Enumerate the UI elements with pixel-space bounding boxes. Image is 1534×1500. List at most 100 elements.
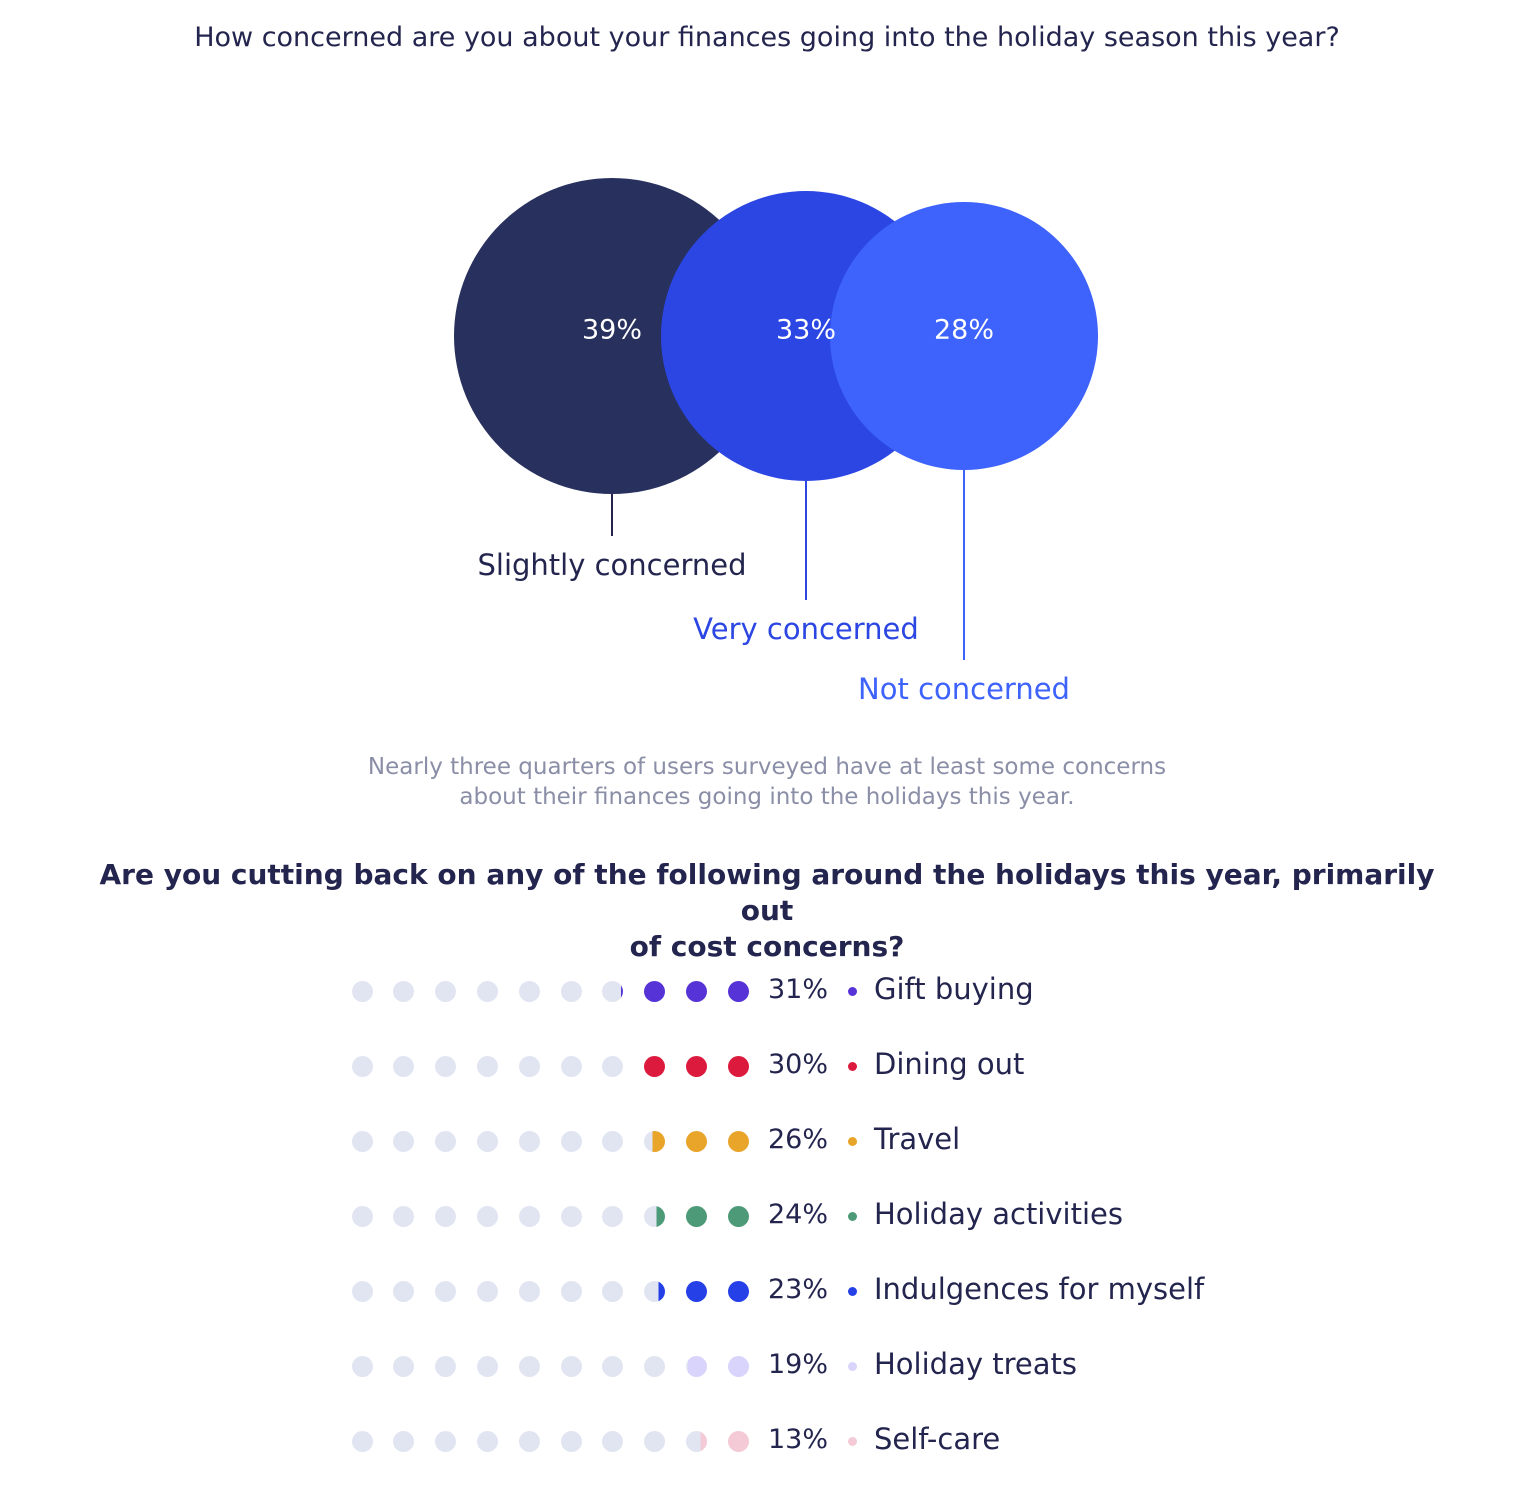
data-dot bbox=[393, 1205, 415, 1227]
data-dot bbox=[685, 1130, 707, 1152]
data-dot bbox=[685, 1430, 707, 1452]
data-dot bbox=[602, 1130, 624, 1152]
bubble-value-label: 28% bbox=[933, 314, 995, 346]
caption-line-1: Nearly three quarters of users surveyed … bbox=[367, 754, 1167, 780]
row-percent-label: 19% bbox=[767, 1349, 828, 1380]
data-dot bbox=[393, 1355, 415, 1377]
data-dot bbox=[393, 980, 415, 1002]
data-dot bbox=[435, 1205, 457, 1227]
data-dot bbox=[560, 1355, 582, 1377]
data-dot bbox=[351, 980, 373, 1002]
data-dot bbox=[602, 1055, 624, 1077]
data-dot bbox=[602, 980, 624, 1002]
data-dot bbox=[393, 1280, 415, 1302]
data-dot bbox=[727, 1055, 749, 1077]
caption-line-2: about their finances going into the holi… bbox=[459, 784, 1075, 810]
data-dot bbox=[560, 1430, 582, 1452]
data-dot bbox=[518, 1055, 540, 1077]
data-dot bbox=[644, 1055, 666, 1077]
data-dot bbox=[727, 1355, 749, 1377]
data-dot bbox=[727, 1430, 749, 1452]
data-dot bbox=[602, 1355, 624, 1377]
data-dot bbox=[644, 1205, 666, 1227]
data-dot bbox=[435, 1280, 457, 1302]
data-dot bbox=[644, 1130, 666, 1152]
data-dot bbox=[727, 1280, 749, 1302]
row-color-bullet bbox=[847, 1061, 857, 1071]
data-dot bbox=[685, 980, 707, 1002]
row-percent-label: 31% bbox=[767, 974, 828, 1005]
chart2-title-line-1: Are you cutting back on any of the follo… bbox=[99, 858, 1435, 927]
bubble-category-label: Not concerned bbox=[858, 672, 1070, 706]
chart1-caption: Nearly three quarters of users surveyed … bbox=[0, 752, 1534, 812]
concern-bubble-chart: Slightly concerned Very concerned Not conc… bbox=[0, 0, 1534, 720]
chart2-title-line-2: of cost concerns? bbox=[629, 930, 905, 963]
data-dot bbox=[685, 1280, 707, 1302]
row-color-bullet bbox=[847, 1286, 857, 1296]
data-dot bbox=[351, 1280, 373, 1302]
data-dot bbox=[560, 1055, 582, 1077]
bubble-not-concerned bbox=[830, 202, 1098, 470]
bubble-category-label: Slightly concerned bbox=[477, 548, 747, 582]
row-category-label: Dining out bbox=[874, 1047, 1025, 1081]
data-dot bbox=[644, 980, 666, 1002]
bubble-leader-line bbox=[963, 469, 965, 660]
data-dot bbox=[518, 1205, 540, 1227]
data-dot bbox=[518, 980, 540, 1002]
data-dot bbox=[727, 980, 749, 1002]
data-dot bbox=[602, 1280, 624, 1302]
data-dot bbox=[393, 1055, 415, 1077]
row-category-label: Gift buying bbox=[874, 972, 1034, 1006]
chart2-title: Are you cutting back on any of the follo… bbox=[90, 857, 1444, 965]
data-dot bbox=[476, 1130, 498, 1152]
bubble-category-label: Very concerned bbox=[693, 612, 919, 646]
data-dot bbox=[393, 1430, 415, 1452]
row-percent-label: 24% bbox=[767, 1199, 828, 1230]
chart1-title: How concerned are you about your finance… bbox=[194, 22, 1340, 53]
row-category-label: Holiday activities bbox=[874, 1197, 1123, 1231]
data-dot bbox=[435, 980, 457, 1002]
data-dot bbox=[602, 1430, 624, 1452]
data-dot bbox=[518, 1130, 540, 1152]
data-dot bbox=[727, 1205, 749, 1227]
data-dot bbox=[518, 1430, 540, 1452]
data-dot bbox=[685, 1355, 707, 1377]
row-color-bullet bbox=[847, 1211, 857, 1221]
data-dot bbox=[351, 1130, 373, 1152]
data-dot bbox=[435, 1055, 457, 1077]
row-category-label: Self-care bbox=[874, 1422, 1001, 1456]
row-category-label: Holiday treats bbox=[874, 1347, 1077, 1381]
data-dot bbox=[476, 1205, 498, 1227]
row-color-bullet bbox=[847, 986, 857, 996]
data-dot bbox=[727, 1130, 749, 1152]
data-dot bbox=[435, 1355, 457, 1377]
data-dot bbox=[560, 1130, 582, 1152]
data-dot bbox=[560, 1280, 582, 1302]
bubble-value-label: 39% bbox=[581, 314, 643, 346]
data-dot bbox=[476, 1055, 498, 1077]
row-color-bullet bbox=[847, 1361, 857, 1371]
data-dot bbox=[644, 1430, 666, 1452]
data-dot bbox=[476, 1430, 498, 1452]
data-dot bbox=[518, 1280, 540, 1302]
data-dot bbox=[476, 1355, 498, 1377]
data-dot bbox=[351, 1205, 373, 1227]
data-dot bbox=[393, 1130, 415, 1152]
data-dot bbox=[518, 1355, 540, 1377]
bubble-value-label: 33% bbox=[775, 314, 837, 346]
bubble-leader-line bbox=[611, 494, 613, 536]
row-percent-label: 23% bbox=[767, 1274, 828, 1305]
data-dot bbox=[560, 980, 582, 1002]
data-dot bbox=[435, 1130, 457, 1152]
data-dot bbox=[351, 1355, 373, 1377]
row-percent-label: 30% bbox=[767, 1049, 828, 1080]
data-dot bbox=[351, 1055, 373, 1077]
data-dot bbox=[644, 1355, 666, 1377]
data-dot bbox=[685, 1205, 707, 1227]
data-dot bbox=[560, 1205, 582, 1227]
row-percent-label: 13% bbox=[767, 1424, 828, 1455]
row-color-bullet bbox=[847, 1136, 857, 1146]
data-dot bbox=[435, 1430, 457, 1452]
row-category-label: Travel bbox=[874, 1122, 961, 1156]
